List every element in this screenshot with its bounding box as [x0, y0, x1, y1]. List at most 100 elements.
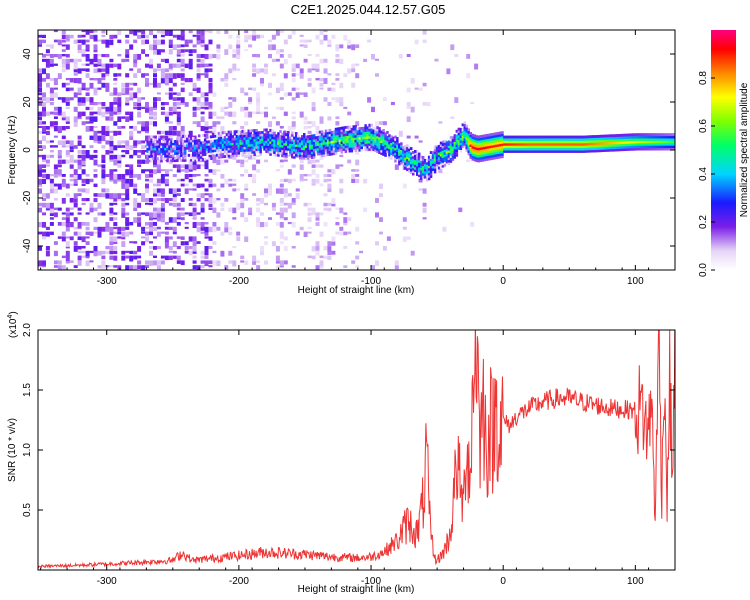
spectrogram-ridge-cell	[416, 153, 419, 157]
spectrogram-cell	[85, 49, 90, 52]
spectrogram-cell	[212, 241, 217, 245]
spectrogram-cell	[188, 78, 193, 83]
spectrogram-ridge-cell	[523, 145, 526, 149]
spectrogram-ridge-cell	[297, 139, 300, 143]
spectrogram-ridge-cell	[640, 133, 643, 137]
spectrogram-ridge-cell	[193, 153, 197, 157]
spectrogram-ridge-cell	[564, 138, 568, 141]
spectrogram-ridge-cell	[205, 143, 209, 146]
spectrogram-ridge-cell	[449, 140, 453, 144]
spectrogram-ridge-cell	[427, 160, 431, 164]
spectrogram-ridge-cell	[592, 137, 595, 141]
spectrogram-ridge-cell	[330, 147, 334, 151]
spectrogram-ridge-cell	[659, 138, 663, 141]
spectrogram-cell	[109, 174, 114, 180]
spectrogram-cell	[97, 250, 102, 256]
spectrogram-ridge-cell	[207, 147, 211, 151]
spectrogram-cell	[256, 198, 261, 202]
spectrogram-ridge-cell	[382, 138, 385, 142]
spectrogram-ridge-cell	[570, 138, 574, 141]
spectrogram-cell	[347, 231, 352, 235]
spectrogram-cell	[192, 183, 197, 187]
spectrogram-ridge-cell	[544, 142, 548, 146]
spectrogram-ridge-cell	[299, 142, 302, 145]
spectrogram-cell	[339, 44, 344, 49]
spectrogram-cell	[335, 121, 340, 126]
spectrogram-ridge-cell	[404, 145, 407, 149]
spectrogram-cell	[323, 30, 328, 33]
spectrogram-cell	[196, 58, 201, 63]
spectrogram-ridge-cell	[277, 153, 280, 157]
spectrogram-ridge-cell	[437, 159, 441, 163]
spectrogram-cell	[42, 193, 46, 198]
spectrogram-ridge-cell	[453, 153, 457, 157]
spectrogram-cell	[38, 82, 42, 88]
spectrogram-ridge-cell	[372, 141, 375, 144]
spectrogram-cell	[93, 68, 98, 74]
spectrogram-cell	[164, 174, 169, 177]
spectrogram-ridge-cell	[297, 144, 300, 148]
spectrogram-ridge-cell	[592, 144, 595, 148]
spectrogram-ridge-cell	[182, 151, 185, 155]
spectrogram-ridge-cell	[598, 144, 601, 148]
spectrogram-cell	[196, 226, 201, 233]
spectrogram-ridge-cell	[400, 149, 403, 153]
spectrogram-ridge-cell	[489, 145, 492, 149]
spectrogram-cell	[85, 260, 90, 267]
snr-frame	[37, 329, 676, 571]
spectrogram-ridge-cell	[380, 137, 383, 141]
spectrogram-ridge-cell	[489, 138, 492, 141]
spectrogram-cell	[42, 121, 46, 125]
spectrogram-cell	[275, 58, 280, 62]
spectrogram-ridge-cell	[445, 155, 449, 159]
spectrogram-ridge-cell	[479, 142, 482, 146]
spectrogram-cell	[65, 207, 70, 212]
spectrogram-ridge-cell	[427, 174, 431, 178]
spectrogram-cell	[153, 82, 157, 88]
spectrogram-cell	[113, 231, 118, 235]
spectrogram-cell	[164, 121, 169, 124]
spectrogram-cell	[113, 92, 118, 96]
spectrogram-ridge-cell	[477, 140, 480, 144]
spectrogram-ridge-cell	[160, 159, 163, 163]
spectrogram-cell	[319, 87, 324, 90]
spectrogram-cell	[287, 154, 292, 157]
spectrogram-ridge-cell	[265, 145, 268, 149]
spectrogram-ridge-cell	[661, 145, 665, 149]
spectrogram-ridge-cell	[310, 141, 314, 145]
spectrogram-cell	[164, 68, 169, 73]
spectrogram-cell	[287, 34, 292, 39]
spectrogram-ridge-cell	[671, 138, 675, 141]
spectrogram-cell	[49, 111, 54, 115]
spectrogram-ridge-cell	[398, 152, 401, 156]
spectrogram-ridge-cell	[384, 154, 387, 157]
spectrogram-ridge-cell	[308, 149, 312, 153]
spectrogram-ridge-cell	[211, 132, 215, 136]
spectrogram-ridge-cell	[463, 121, 466, 125]
spectrogram-ridge-cell	[653, 140, 657, 144]
spectrogram-ridge-cell	[604, 144, 607, 148]
spectrogram-cell	[319, 39, 324, 45]
spectrogram-ridge-cell	[199, 141, 203, 145]
spectrogram-cell	[224, 111, 229, 116]
spectrogram-cell	[109, 212, 114, 216]
spectrogram-cell	[351, 169, 356, 172]
spectrogram-cell	[339, 226, 344, 231]
spectrogram-cell	[49, 154, 54, 158]
spectrogram-cell	[81, 255, 86, 258]
spectrogram-cell	[89, 154, 94, 160]
spectrogram-ridge-cell	[647, 147, 651, 151]
spectrogram-cell	[208, 111, 213, 118]
spectrogram-ridge-cell	[493, 147, 496, 150]
spectrogram-ridge-cell	[634, 138, 637, 141]
spectrogram-cell	[410, 78, 415, 84]
spectrogram-ridge-cell	[346, 147, 350, 151]
spectrogram-cell	[228, 97, 233, 100]
spectrogram-cell	[137, 111, 142, 118]
spectrogram-cell	[129, 174, 134, 178]
spectrogram-ridge-cell	[568, 142, 572, 146]
spectrogram-cell	[156, 30, 161, 34]
spectrogram-cell	[208, 63, 213, 67]
spectrogram-ridge-cell	[320, 151, 324, 155]
spectrogram-ridge-cell	[168, 144, 171, 148]
